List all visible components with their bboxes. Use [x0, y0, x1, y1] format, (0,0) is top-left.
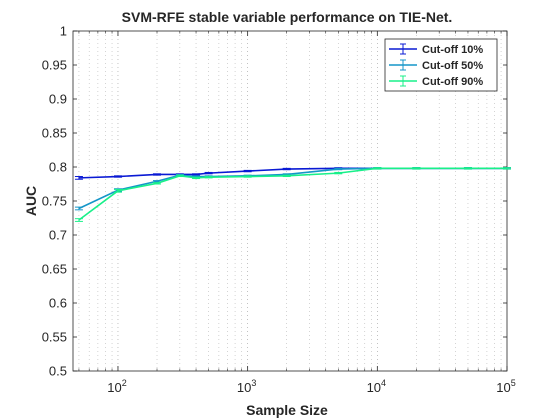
legend-item: Cut-off 50%	[389, 59, 483, 72]
y-tick-label: 0.55	[42, 330, 67, 345]
y-tick-label: 0.85	[42, 126, 67, 141]
series-3	[74, 167, 511, 222]
plot-area: 0.5 0.55 0.6 0.65 0.7 0.75 0.8 0.85 0.9 0.95 1 102 1…	[42, 24, 516, 396]
y-tick-label: 0.75	[42, 194, 67, 209]
legend-item: Cut-off 10%	[389, 43, 483, 56]
y-tick-label: 0.6	[49, 296, 67, 311]
x-tick-label: 104	[367, 378, 386, 395]
y-axis-title: AUC	[23, 186, 39, 216]
legend-label: Cut-off 90%	[422, 76, 483, 88]
y-tick-label: 0.65	[42, 262, 67, 277]
y-tick-label: 0.8	[49, 160, 67, 175]
legend-label: Cut-off 10%	[422, 44, 483, 56]
chart-title: SVM-RFE stable variable performance on T…	[122, 9, 453, 25]
legend: Cut-off 10% Cut-off 50% Cut-off 90%	[384, 38, 498, 92]
x-tick-label: 103	[237, 378, 256, 395]
x-tick-label: 102	[107, 378, 126, 395]
y-tick-label: 1	[60, 24, 67, 39]
y-tick-label: 0.95	[42, 58, 67, 73]
x-tick-label: 105	[496, 378, 515, 395]
y-tick-label: 0.7	[49, 228, 67, 243]
y-tick-label: 0.9	[49, 92, 67, 107]
legend-item: Cut-off 90%	[389, 75, 483, 88]
y-tick-label: 0.5	[49, 364, 67, 379]
x-axis-title: Sample Size	[246, 402, 328, 418]
legend-label: Cut-off 50%	[422, 60, 483, 72]
